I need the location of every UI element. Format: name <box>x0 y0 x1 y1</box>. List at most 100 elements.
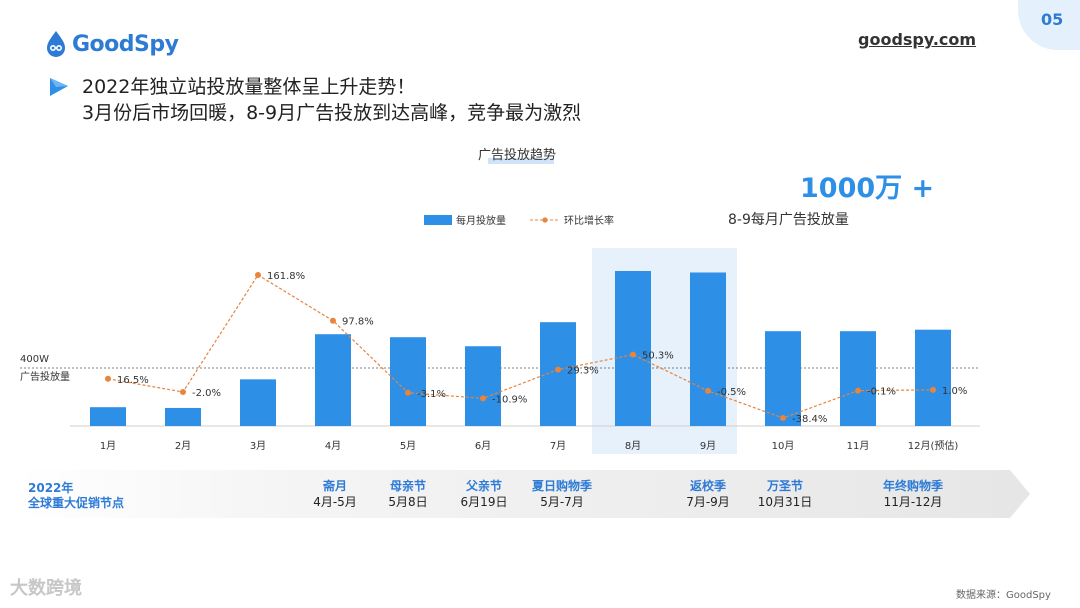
rate-point-10月 <box>780 415 786 421</box>
promo-item-name: 夏日购物季 <box>531 479 592 493</box>
rate-point-1月 <box>105 375 111 382</box>
rate-label: -0.5% <box>717 387 746 398</box>
x-tick-label: 7月 <box>550 440 566 452</box>
bar-6月 <box>465 346 501 426</box>
promo-item-name: 斋月 <box>322 479 347 493</box>
rate-point-12月(预估) <box>930 386 936 393</box>
bar-9月 <box>690 272 726 426</box>
promo-item-name: 母亲节 <box>389 479 426 493</box>
x-axis-ticks: 1月 2月 3月 4月 5月 6月 7月 8月 9月 10月 11月 12月(预估) <box>100 439 959 452</box>
legend-bar-swatch <box>424 215 452 225</box>
bar-11月 <box>840 331 876 426</box>
highlight-value: 1000万 + <box>800 173 935 204</box>
promo-item: 斋月 4月-5月 <box>290 478 380 510</box>
page-number: 05 <box>1041 10 1064 29</box>
promo-item-date: 5月8日 <box>388 495 428 509</box>
x-tick-label: 8月 <box>625 440 641 452</box>
timeline-arrow-shape <box>18 470 1030 518</box>
promo-item-date: 11月-12月 <box>883 495 943 509</box>
promo-title: 全球重大促销节点 <box>28 496 125 510</box>
rate-label: -10.9% <box>492 394 527 405</box>
bar-series <box>90 271 951 426</box>
promo-item-name: 返校季 <box>689 479 726 493</box>
bar-10月 <box>765 331 801 426</box>
rate-label: 97.8% <box>342 317 374 328</box>
x-tick-label: 11月 <box>847 440 870 452</box>
rate-point-3月 <box>255 272 261 278</box>
bar-8月 <box>615 271 651 426</box>
rate-point-7月 <box>555 366 561 373</box>
x-tick-label: 9月 <box>700 440 716 452</box>
promo-item-name: 万圣节 <box>766 479 803 493</box>
data-source: 数据来源：GoodSpy <box>956 590 1051 601</box>
play-arrow-icon <box>50 78 68 96</box>
rate-point-11月 <box>855 387 861 394</box>
rate-label: -38.4% <box>792 414 827 425</box>
promo-item-date: 10月31日 <box>757 495 813 509</box>
highlight-label: 8-9每月广告投放量 <box>728 212 849 228</box>
rate-label: 50.3% <box>642 351 674 362</box>
bar-2月 <box>165 407 201 426</box>
legend-line-dot <box>542 217 548 223</box>
promo-year: 2022年 <box>28 481 74 495</box>
growth-rate-points: 16.5% -2.0% 161.8% 97.8% -3.1% -10.9% 29.3% 50.… <box>105 271 967 425</box>
goodspy-logo-icon <box>47 31 65 57</box>
promo-item: 母亲节 5月8日 <box>363 478 453 510</box>
rate-label: -2.0% <box>192 388 221 399</box>
rate-label: -3.1% <box>417 389 446 400</box>
x-tick-label: 5月 <box>400 440 416 452</box>
bar-12月(预估) <box>915 329 951 426</box>
x-tick-label: 4月 <box>325 440 341 452</box>
promo-item: 返校季 7月-9月 <box>663 478 753 510</box>
reference-name-label: 广告投放量 <box>20 370 70 383</box>
promo-item-date: 7月-9月 <box>686 495 730 509</box>
rate-point-8月 <box>630 351 636 358</box>
x-tick-label: 3月 <box>250 440 266 452</box>
legend-bar-label: 每月投放量 <box>456 214 506 227</box>
rate-label: -0.1% <box>867 387 896 398</box>
reference-value-label: 400W <box>20 354 49 365</box>
chart-legend: 每月投放量 环比增长率 <box>424 214 614 227</box>
promo-item: 万圣节 10月31日 <box>740 478 830 510</box>
promo-timeline-band <box>18 470 1030 518</box>
promo-item-date: 6月19日 <box>460 495 508 509</box>
site-url-link[interactable]: goodspy.com <box>858 30 977 49</box>
ad-trend-chart: 每月投放量 环比增长率 400W 广告投放量 1月 2月 3月 4月 5月 6月 7月 8月 9… <box>20 214 980 454</box>
promo-item: 夏日购物季 5月-7月 <box>517 478 607 510</box>
goodspy-logo: GoodSpy <box>44 30 179 58</box>
bar-1月 <box>90 407 126 426</box>
bar-3月 <box>240 379 276 426</box>
x-tick-label: 1月 <box>100 440 116 452</box>
promo-item-date: 5月-7月 <box>540 495 584 509</box>
legend-line-label: 环比增长率 <box>564 214 614 227</box>
headline-line-2: 3月份后市场回暖，8-9月广告投放到达高峰，竞争最为激烈 <box>82 102 582 124</box>
bar-4月 <box>315 334 351 426</box>
rate-label: 29.3% <box>567 366 599 377</box>
promo-heading: 2022年 全球重大促销节点 <box>28 481 124 511</box>
promo-item-name: 父亲节 <box>465 479 502 493</box>
headline: 2022年独立站投放量整体呈上升走势！ 3月份后市场回暖，8-9月广告投放到达高… <box>82 74 581 126</box>
rate-label: 1.0% <box>942 386 967 397</box>
promo-item: 年终购物季 11月-12月 <box>868 478 958 510</box>
rate-point-2月 <box>180 389 186 395</box>
rate-point-9月 <box>705 387 711 394</box>
x-tick-label: 6月 <box>475 440 491 452</box>
promo-item-date: 4月-5月 <box>313 495 357 509</box>
x-tick-label: 10月 <box>772 440 795 452</box>
chart-title: 广告投放趋势 <box>478 148 557 163</box>
promo-item: 父亲节 6月19日 <box>439 478 529 510</box>
x-tick-label: 2月 <box>175 440 191 452</box>
promo-item-name: 年终购物季 <box>882 479 943 493</box>
growth-rate-line <box>107 274 934 419</box>
watermark: 大数跨境 <box>10 578 82 599</box>
rate-label: 16.5% <box>117 375 149 386</box>
rate-label: 161.8% <box>267 271 305 282</box>
rate-point-6月 <box>480 395 486 402</box>
headline-line-1: 2022年独立站投放量整体呈上升走势！ <box>82 76 416 98</box>
logo-text: GoodSpy <box>72 31 179 57</box>
x-tick-label: 12月(预估) <box>908 439 959 452</box>
title-underline <box>488 158 554 164</box>
rate-point-4月 <box>330 317 336 324</box>
bar-5月 <box>390 337 426 426</box>
rate-point-5月 <box>405 389 411 396</box>
